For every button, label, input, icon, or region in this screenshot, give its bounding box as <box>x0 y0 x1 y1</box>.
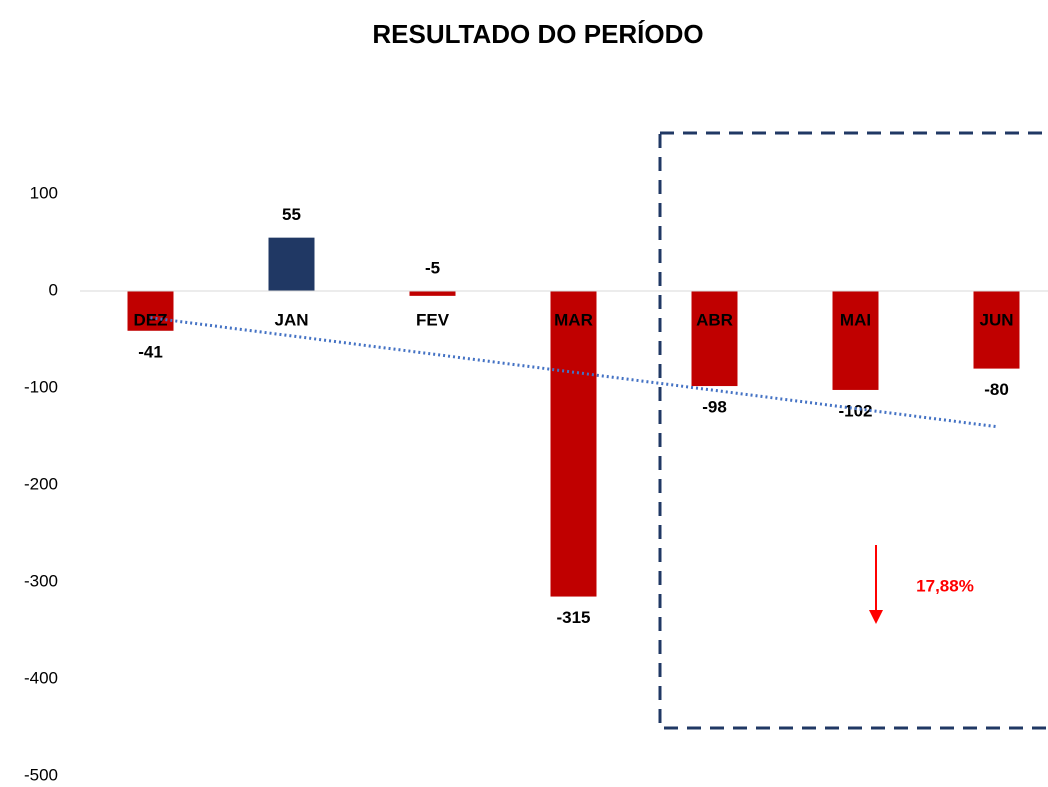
y-tick-label: -400 <box>24 668 58 687</box>
x-tick-label: MAI <box>840 310 871 329</box>
data-label: -80 <box>984 380 1009 399</box>
y-tick-label: -100 <box>24 377 58 396</box>
data-label: -98 <box>702 398 727 417</box>
data-label: -5 <box>425 258 440 277</box>
data-label: -41 <box>138 342 163 361</box>
trendline <box>150 316 997 429</box>
data-label: 55 <box>282 205 301 224</box>
bar <box>550 291 597 597</box>
y-tick-label: -500 <box>24 765 58 784</box>
y-tick-label: -300 <box>24 571 58 590</box>
data-label: -315 <box>556 608 590 627</box>
bar <box>973 291 1020 369</box>
y-tick-label: 100 <box>30 183 58 202</box>
x-tick-label: FEV <box>416 310 450 329</box>
x-tick-label: JUN <box>979 310 1013 329</box>
highlight-box <box>658 131 1048 730</box>
y-tick-label: -200 <box>24 474 58 493</box>
bar <box>409 291 456 296</box>
y-tick-label: 0 <box>49 280 58 299</box>
bar <box>832 291 879 390</box>
x-tick-label: MAR <box>554 310 593 329</box>
bar <box>127 291 174 331</box>
data-label: -102 <box>838 401 872 420</box>
arrow-head <box>869 610 883 624</box>
x-tick-label: DEZ <box>134 310 168 329</box>
x-tick-label: ABR <box>696 310 733 329</box>
x-tick-label: JAN <box>274 310 308 329</box>
annotation: 17,88% <box>916 576 974 595</box>
chart-title: RESULTADO DO PERÍODO <box>372 19 703 49</box>
bar <box>691 291 738 387</box>
bar <box>268 237 315 291</box>
